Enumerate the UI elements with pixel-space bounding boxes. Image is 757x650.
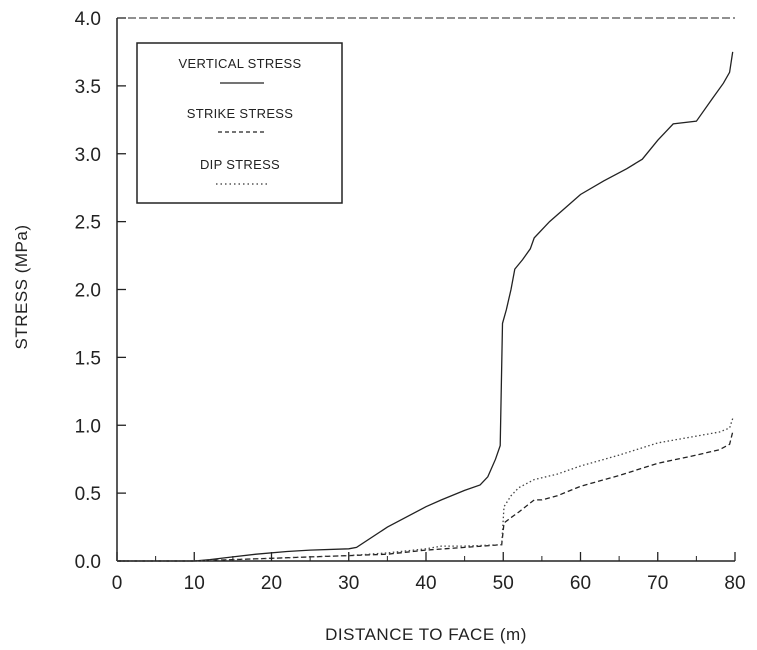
tick-marks — [116, 17, 736, 562]
x-tick-label: 0 — [112, 573, 123, 594]
legend: VERTICAL STRESS STRIKE STRESS DIP STRESS — [136, 42, 343, 204]
y-tick-label: 2.0 — [75, 281, 101, 302]
x-tick-label: 70 — [647, 573, 668, 594]
y-tick-label: 0.0 — [75, 552, 101, 573]
x-tick-label: 40 — [415, 573, 436, 594]
y-tick-label: 3.5 — [75, 77, 101, 98]
y-tick-label: 2.5 — [75, 213, 101, 234]
y-tick-label: 3.0 — [75, 145, 101, 166]
x-tick-label: 50 — [493, 573, 514, 594]
series-line-vertical-stress — [117, 51, 734, 562]
x-axis-title: DISTANCE TO FACE (m) — [325, 625, 527, 644]
legend-box — [136, 42, 343, 204]
x-tick-label: 80 — [724, 573, 745, 594]
legend-label-vertical-stress: VERTICAL STRESS — [179, 56, 302, 71]
y-tick-label: 0.5 — [75, 484, 101, 505]
y-tick-label: 4.0 — [75, 9, 101, 30]
x-tick-label: 20 — [261, 573, 282, 594]
y-tick-label: 1.5 — [75, 348, 101, 369]
x-tick-label: 10 — [184, 573, 205, 594]
y-axis-title: STRESS (MPa) — [12, 224, 31, 349]
y-tick-label: 1.0 — [75, 416, 101, 437]
x-tick-label: 60 — [570, 573, 591, 594]
series-line-dip-stress — [117, 418, 734, 562]
legend-label-strike-stress: STRIKE STRESS — [187, 106, 294, 121]
legend-label-dip-stress: DIP STRESS — [200, 157, 280, 172]
series-lines — [117, 51, 734, 562]
x-tick-label: 30 — [338, 573, 359, 594]
series-line-strike-stress — [117, 431, 734, 562]
tick-labels: 0.0 0.5 1.0 1.5 2.0 2.5 3.0 3.5 4.0 0 10 20 30 40 50 60… — [75, 9, 746, 594]
